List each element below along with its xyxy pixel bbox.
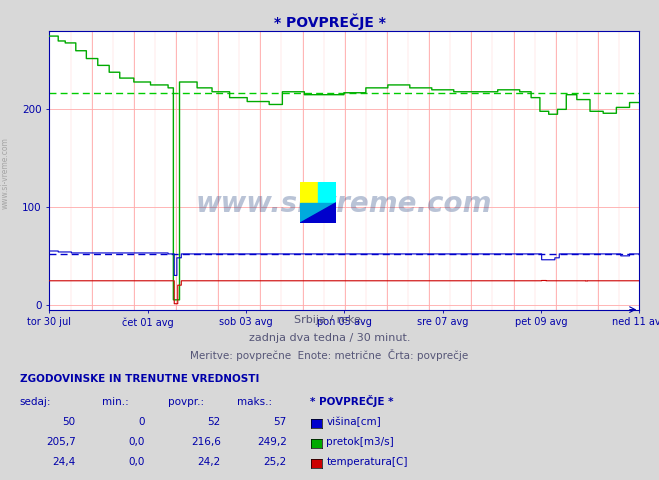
Bar <box>318 182 336 203</box>
Text: zadnja dva tedna / 30 minut.: zadnja dva tedna / 30 minut. <box>248 333 411 343</box>
Text: 52: 52 <box>208 417 221 427</box>
Text: temperatura[C]: temperatura[C] <box>326 457 408 467</box>
Text: povpr.:: povpr.: <box>168 396 204 407</box>
Text: pretok[m3/s]: pretok[m3/s] <box>326 437 394 447</box>
Text: višina[cm]: višina[cm] <box>326 416 381 427</box>
Text: www.si-vreme.com: www.si-vreme.com <box>196 190 492 218</box>
Text: 0: 0 <box>138 417 145 427</box>
Text: Srbija / reke.: Srbija / reke. <box>295 314 364 324</box>
Text: Meritve: povprečne  Enote: metrične  Črta: povprečje: Meritve: povprečne Enote: metrične Črta:… <box>190 349 469 361</box>
Text: ZGODOVINSKE IN TRENUTNE VREDNOSTI: ZGODOVINSKE IN TRENUTNE VREDNOSTI <box>20 373 259 384</box>
Text: 25,2: 25,2 <box>264 457 287 467</box>
Text: 57: 57 <box>273 417 287 427</box>
Bar <box>300 182 318 203</box>
Polygon shape <box>300 203 336 223</box>
Text: sedaj:: sedaj: <box>20 396 51 407</box>
Text: 24,4: 24,4 <box>53 457 76 467</box>
Text: 249,2: 249,2 <box>257 437 287 447</box>
Text: 216,6: 216,6 <box>191 437 221 447</box>
Text: * POVPREČJE *: * POVPREČJE * <box>273 13 386 30</box>
Text: 0,0: 0,0 <box>129 437 145 447</box>
Text: * POVPREČJE *: * POVPREČJE * <box>310 395 393 407</box>
Polygon shape <box>300 203 336 223</box>
Text: 205,7: 205,7 <box>46 437 76 447</box>
Text: maks.:: maks.: <box>237 396 272 407</box>
Text: 24,2: 24,2 <box>198 457 221 467</box>
Text: min.:: min.: <box>102 396 129 407</box>
Text: 0,0: 0,0 <box>129 457 145 467</box>
Text: www.si-vreme.com: www.si-vreme.com <box>1 137 10 209</box>
Text: 50: 50 <box>63 417 76 427</box>
